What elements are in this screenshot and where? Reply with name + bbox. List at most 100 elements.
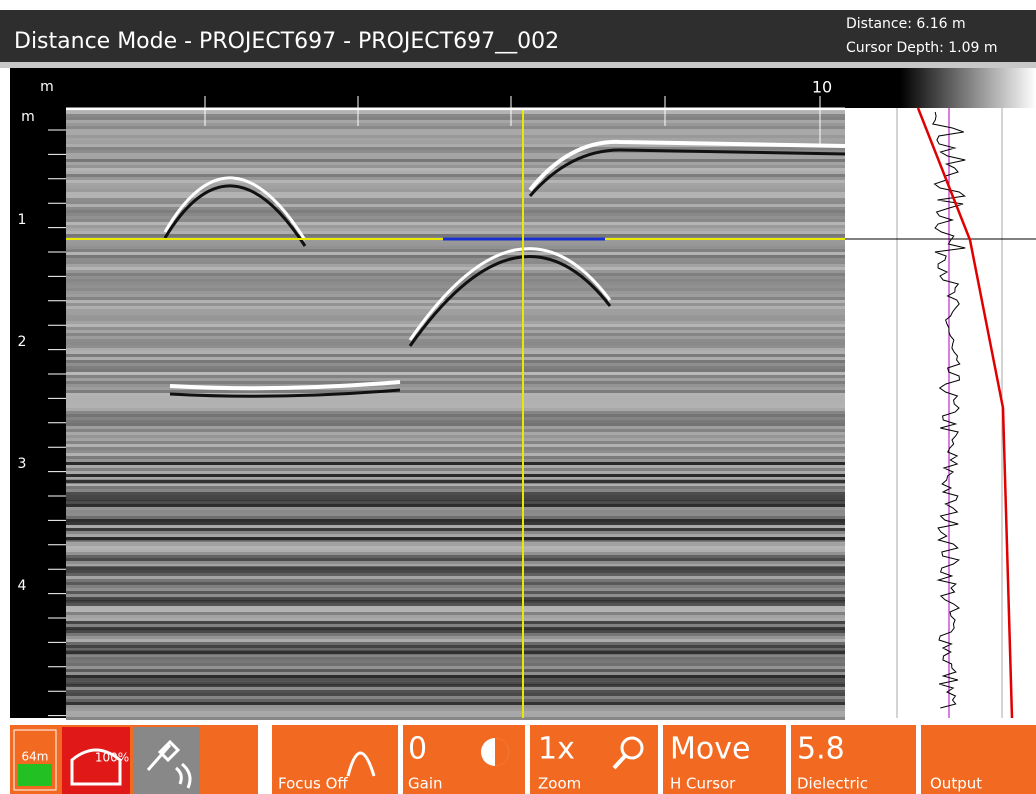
band xyxy=(66,315,845,318)
band xyxy=(66,504,845,507)
band xyxy=(66,633,845,636)
band xyxy=(66,669,845,672)
band xyxy=(66,510,845,513)
band xyxy=(66,672,845,675)
band xyxy=(66,186,845,189)
gain-label: Gain xyxy=(408,775,443,793)
band xyxy=(66,702,845,705)
zoom-handle xyxy=(612,754,627,770)
band xyxy=(66,513,845,516)
band xyxy=(66,126,845,129)
band xyxy=(66,714,845,717)
focus-icon xyxy=(346,751,376,777)
distance-ruler xyxy=(10,68,1036,108)
band xyxy=(66,261,845,264)
band xyxy=(66,693,845,696)
dielectric-button[interactable] xyxy=(791,725,916,794)
band xyxy=(66,336,845,339)
device-shape xyxy=(70,748,122,786)
band xyxy=(66,135,845,138)
band xyxy=(66,438,845,441)
band xyxy=(66,255,845,258)
band xyxy=(66,657,845,660)
band xyxy=(66,339,845,342)
hyperbola xyxy=(163,176,307,241)
band xyxy=(66,654,845,657)
output-button[interactable] xyxy=(921,725,1036,794)
band xyxy=(66,162,845,165)
band xyxy=(66,348,845,351)
band xyxy=(66,429,845,432)
band xyxy=(66,570,845,573)
band xyxy=(66,396,845,399)
depth-ruler xyxy=(10,108,66,718)
band xyxy=(66,381,845,384)
band xyxy=(66,372,845,375)
band xyxy=(66,276,845,279)
band xyxy=(66,345,845,348)
band xyxy=(66,129,845,132)
band xyxy=(66,138,845,141)
band xyxy=(66,525,845,528)
band xyxy=(66,411,845,414)
satellite xyxy=(146,739,192,789)
cursor-button[interactable] xyxy=(663,725,786,794)
band xyxy=(66,351,845,354)
band xyxy=(66,183,845,186)
band xyxy=(66,384,845,387)
band xyxy=(66,705,845,708)
title: Distance Mode - PROJECT697 - PROJECT697_… xyxy=(14,29,559,54)
band xyxy=(66,225,845,228)
layer xyxy=(66,479,845,484)
zoom-icon xyxy=(620,736,644,760)
band xyxy=(66,177,845,180)
layer xyxy=(66,628,845,633)
dielectric-label: Dielectric xyxy=(797,775,868,793)
band xyxy=(66,483,845,486)
band xyxy=(66,528,845,531)
band xyxy=(66,117,845,120)
hyperbola xyxy=(163,184,307,247)
device-text: 100% xyxy=(95,751,129,765)
band xyxy=(66,486,845,489)
band xyxy=(66,609,845,612)
band xyxy=(66,492,845,495)
band xyxy=(66,477,845,480)
band xyxy=(66,579,845,582)
band xyxy=(66,168,845,171)
layer xyxy=(66,681,845,686)
band xyxy=(66,375,845,378)
band xyxy=(66,708,845,711)
title-bar xyxy=(0,10,1036,62)
band xyxy=(66,273,845,276)
band xyxy=(66,393,845,396)
band xyxy=(66,321,845,324)
band xyxy=(66,312,845,315)
focus-button[interactable] xyxy=(272,725,398,794)
band xyxy=(66,417,845,420)
band xyxy=(66,216,845,219)
band xyxy=(66,294,845,297)
band xyxy=(66,240,845,243)
band xyxy=(66,543,845,546)
band xyxy=(66,156,845,159)
band xyxy=(66,465,845,468)
band xyxy=(66,246,845,249)
band xyxy=(66,591,845,594)
depth-label: 4 xyxy=(18,578,27,594)
band xyxy=(66,300,845,303)
radargram[interactable] xyxy=(66,108,845,720)
band xyxy=(66,333,845,336)
battery-level xyxy=(18,764,52,786)
band xyxy=(66,201,845,204)
band xyxy=(66,639,845,642)
zoom-button[interactable] xyxy=(530,725,658,794)
band xyxy=(66,159,845,162)
reflector xyxy=(169,388,401,398)
layer xyxy=(66,597,845,602)
band xyxy=(66,318,845,321)
radargram-features xyxy=(163,139,846,398)
band xyxy=(66,189,845,192)
band xyxy=(66,150,845,153)
reflector xyxy=(528,139,846,192)
